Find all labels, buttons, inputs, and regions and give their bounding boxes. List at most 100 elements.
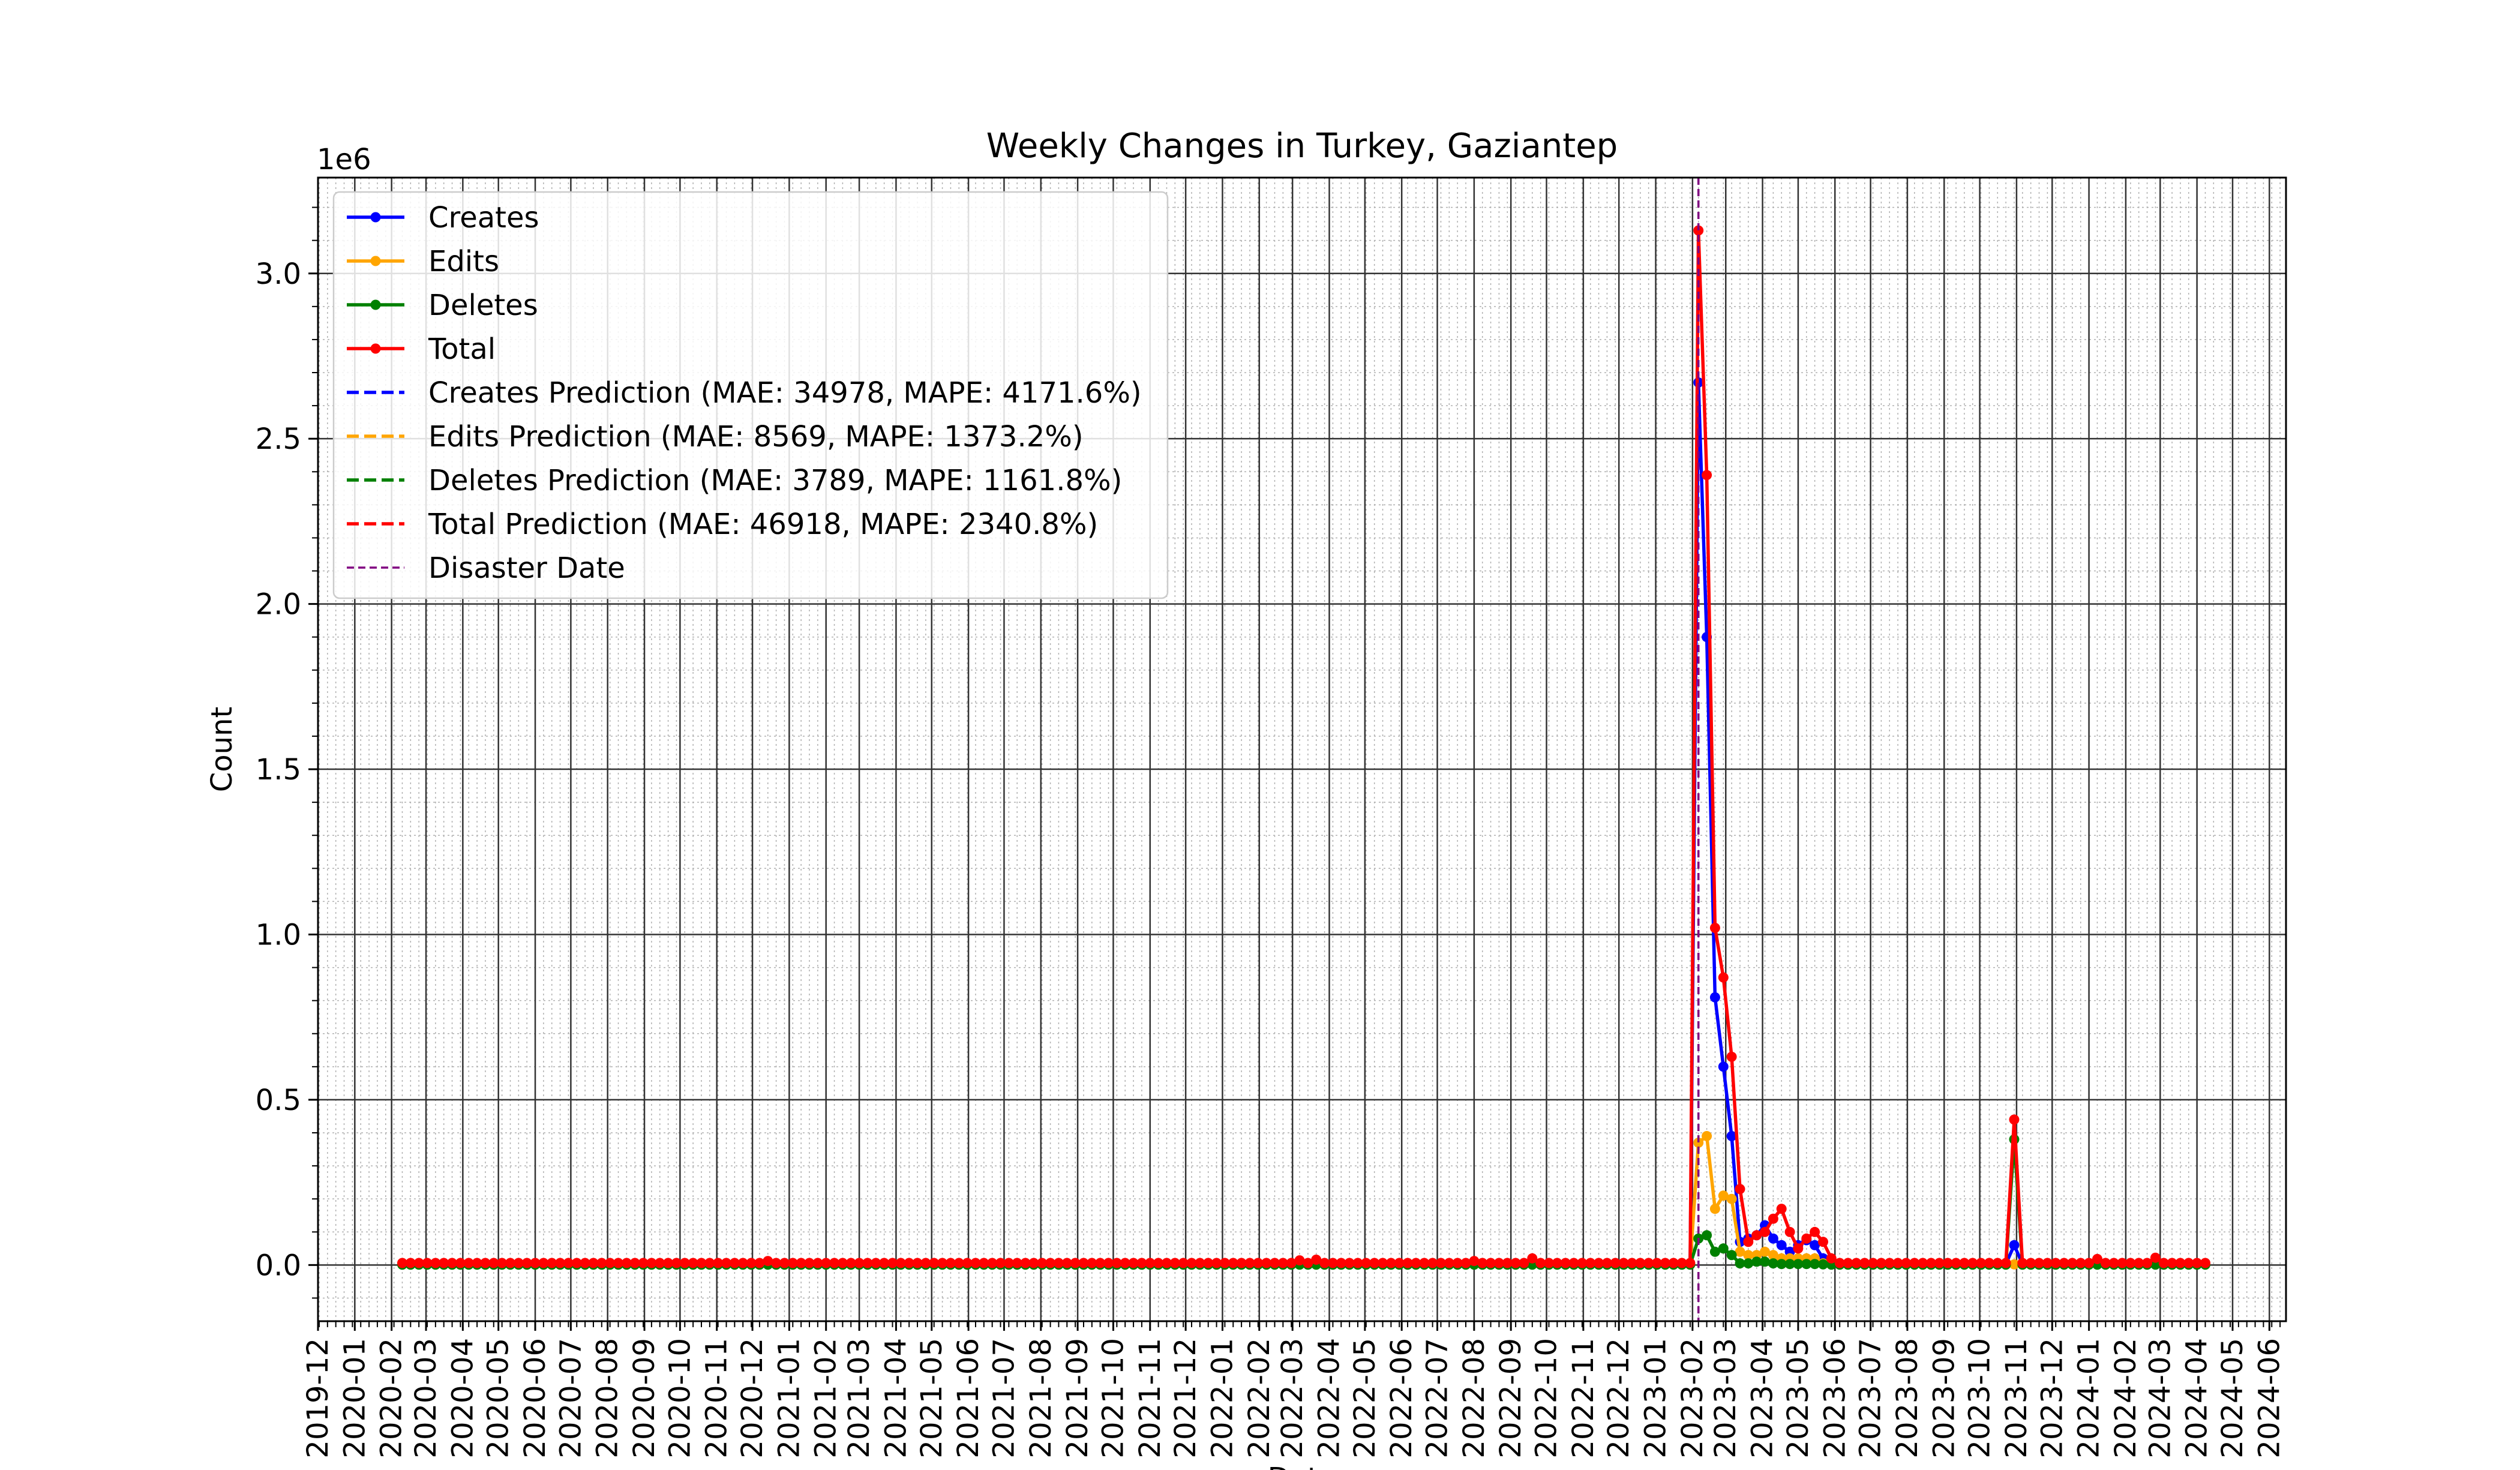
x-tick-label: 2020-11	[700, 1338, 734, 1459]
data-point-total	[737, 1258, 748, 1268]
data-point-total	[2158, 1258, 2169, 1268]
legend-label: Total	[428, 332, 496, 366]
data-point-total	[2167, 1258, 2177, 1268]
legend: Creates Edits Deletes Total Creates Predicti…	[332, 191, 1169, 599]
data-point-total	[1660, 1258, 1670, 1268]
data-point-deletes	[1735, 1258, 1745, 1269]
x-tick-label: 2021-05	[915, 1338, 949, 1459]
x-tick-label: 2021-12	[1169, 1338, 1202, 1459]
data-point-total	[1427, 1258, 1438, 1268]
data-point-deletes	[1718, 1243, 1729, 1254]
data-point-total	[2183, 1258, 2194, 1268]
data-point-total	[671, 1258, 682, 1268]
data-point-total	[796, 1258, 806, 1268]
data-point-total	[638, 1258, 649, 1268]
data-point-total	[563, 1258, 574, 1268]
data-point-total	[472, 1258, 482, 1268]
data-point-total	[1493, 1258, 1504, 1268]
data-point-total	[1502, 1258, 1513, 1268]
data-point-total	[1892, 1258, 1903, 1268]
data-point-total	[1070, 1258, 1081, 1268]
data-point-total	[1103, 1258, 1114, 1268]
data-point-total	[2125, 1258, 2136, 1268]
legend-box	[332, 191, 1169, 599]
data-point-total	[1228, 1258, 1238, 1268]
x-tick-label: 2023-08	[1891, 1338, 1924, 1459]
x-tick-label: 2023-03	[1709, 1338, 1742, 1459]
data-point-total	[1685, 1258, 1696, 1268]
data-point-total	[1735, 1184, 1745, 1195]
data-point-total	[621, 1258, 632, 1268]
x-tick-label: 2022-01	[1205, 1338, 1239, 1459]
data-point-total	[1361, 1258, 1372, 1268]
data-point-total	[1261, 1258, 1272, 1268]
x-tick-label: 2021-11	[1133, 1338, 1167, 1459]
data-point-total	[721, 1258, 731, 1268]
data-point-total	[1818, 1237, 1828, 1247]
data-point-total	[439, 1258, 449, 1268]
data-point-total	[1436, 1258, 1446, 1268]
data-point-total	[979, 1258, 989, 1268]
data-point-total	[1560, 1258, 1571, 1268]
data-point-total	[1460, 1258, 1471, 1268]
x-tick-label: 2023-04	[1746, 1338, 1780, 1459]
data-point-total	[613, 1258, 623, 1268]
data-point-total	[679, 1258, 690, 1268]
y-tick-label: 1.0	[256, 918, 301, 952]
data-point-total	[1012, 1258, 1022, 1268]
legend-label: Total Prediction (MAE: 46918, MAPE: 2340…	[428, 508, 1098, 541]
data-point-total	[1544, 1258, 1554, 1268]
x-tick-label: 2023-11	[2000, 1338, 2033, 1459]
data-point-total	[2000, 1258, 2011, 1268]
data-point-total	[1411, 1258, 1421, 1268]
data-point-total	[1020, 1258, 1031, 1268]
data-point-total	[1444, 1258, 1454, 1268]
data-point-total	[1336, 1258, 1346, 1268]
data-point-edits	[1702, 1131, 1712, 1141]
data-point-total	[405, 1258, 416, 1268]
x-tick-label: 2020-06	[518, 1338, 552, 1459]
x-tick-label: 2020-07	[554, 1338, 587, 1459]
data-point-total	[1668, 1258, 1679, 1268]
data-point-edits	[1726, 1193, 1737, 1204]
data-point-total	[1394, 1258, 1405, 1268]
x-tick-label: 2024-03	[2143, 1338, 2177, 1459]
data-point-total	[1195, 1258, 1205, 1268]
data-point-deletes	[1818, 1259, 1828, 1270]
x-tick-label: 2021-03	[842, 1338, 876, 1459]
data-point-total	[1810, 1226, 1820, 1237]
data-point-total	[1976, 1258, 1987, 1268]
data-point-total	[1643, 1258, 1654, 1268]
data-point-total	[1510, 1258, 1521, 1268]
x-tick-label: 2024-01	[2072, 1338, 2106, 1459]
data-point-total	[555, 1258, 566, 1268]
data-point-total	[1352, 1258, 1363, 1268]
data-point-total	[1369, 1258, 1380, 1268]
data-point-creates	[1810, 1240, 1820, 1250]
data-point-total	[845, 1258, 856, 1268]
data-point-total	[1253, 1258, 1264, 1268]
x-tick-label: 2023-12	[2035, 1338, 2069, 1459]
data-point-total	[463, 1258, 474, 1268]
series-layer	[397, 225, 2210, 1270]
data-point-total	[480, 1258, 491, 1268]
x-tick-label: 2022-08	[1457, 1338, 1491, 1459]
data-point-total	[829, 1258, 840, 1268]
data-point-total	[2092, 1253, 2102, 1264]
data-point-total	[2108, 1258, 2119, 1268]
data-point-total	[987, 1258, 998, 1268]
data-point-total	[2084, 1258, 2095, 1268]
data-point-total	[2050, 1258, 2061, 1268]
x-tick-label: 2021-04	[879, 1338, 913, 1459]
x-tick-label: 2021-06	[952, 1338, 985, 1459]
data-point-total	[2009, 1114, 2020, 1125]
data-point-deletes	[1776, 1259, 1787, 1270]
data-point-total	[970, 1258, 981, 1268]
data-point-total	[1153, 1258, 1164, 1268]
x-tick-label: 2022-10	[1530, 1338, 1564, 1459]
data-point-total	[887, 1258, 898, 1268]
y-tick-label: 2.5	[256, 422, 301, 456]
data-point-deletes	[1801, 1259, 1812, 1270]
